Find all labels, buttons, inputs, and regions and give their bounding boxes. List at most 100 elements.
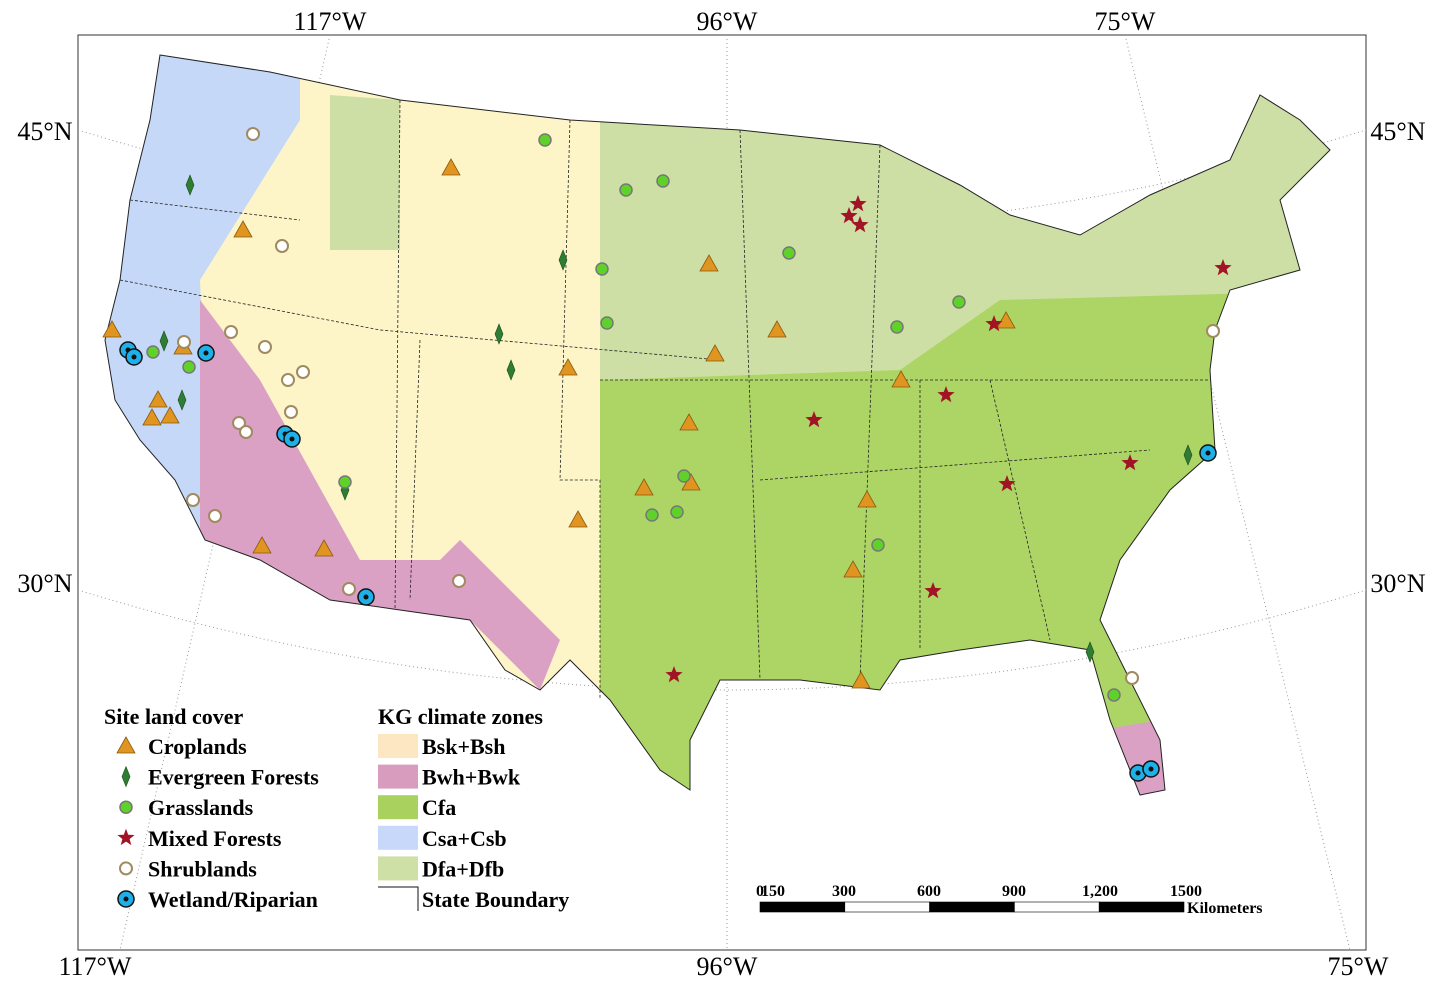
cropland-marker (142, 408, 162, 426)
legend-label: Wetland/Riparian (148, 887, 318, 912)
wetland-marker (125, 348, 143, 366)
wetland-dot (203, 350, 209, 356)
cropland-marker (996, 311, 1016, 329)
grassland-marker (600, 316, 614, 330)
graticule-label: 117°W (59, 952, 132, 981)
wetland-dot (1135, 770, 1141, 776)
legend-label: Evergreen Forests (148, 765, 319, 790)
cropland-marker (558, 358, 578, 376)
cropland-marker (233, 220, 253, 238)
legend-swatch (378, 825, 418, 850)
grassland-marker (677, 469, 691, 483)
grassland-marker (890, 320, 904, 334)
shrubland-marker (296, 365, 310, 379)
mixed-forest-marker (840, 207, 858, 224)
wetland-marker (1142, 760, 1160, 778)
legend-label: Shrublands (148, 856, 257, 881)
mixed-forest-marker (117, 828, 135, 846)
mixed-forest-marker (998, 475, 1016, 492)
legend-swatch (378, 734, 418, 758)
wetland-dot (131, 354, 137, 360)
cropland-marker (314, 539, 334, 557)
cropland-marker (699, 254, 719, 272)
scale-label: 300 (832, 883, 856, 900)
cropland-marker (160, 406, 180, 424)
shrubland-marker (246, 127, 260, 141)
wetland-marker (283, 430, 301, 448)
shrubland-marker (186, 493, 200, 507)
cropland-marker (252, 536, 272, 554)
evergreen-marker (558, 249, 568, 271)
grassland-marker (656, 174, 670, 188)
grassland-marker (782, 246, 796, 260)
cropland-marker (843, 560, 863, 578)
grassland-marker (645, 508, 659, 522)
grassland-marker (338, 475, 352, 489)
graticule-label: 45°N (1370, 117, 1425, 146)
cropland-marker (767, 320, 787, 338)
mixed-forest-marker (849, 195, 867, 212)
grassland-marker (670, 505, 684, 519)
shrubland-marker (284, 405, 298, 419)
grassland-marker (182, 360, 196, 374)
evergreen-marker (177, 389, 187, 411)
evergreen-marker (185, 174, 195, 196)
mixed-forest-marker (937, 386, 955, 403)
cropland-marker (891, 370, 911, 388)
cropland-marker (634, 478, 654, 496)
cropland-marker (568, 510, 588, 528)
wetland-marker (1129, 764, 1147, 782)
grassland-marker (538, 133, 552, 147)
shrubland-marker (224, 325, 238, 339)
graticule-label: 30°N (1370, 569, 1425, 598)
graticule-label: 30°N (17, 569, 72, 598)
cropland-marker (851, 671, 871, 689)
scale-label: 1500 (1170, 883, 1202, 900)
wetland-dot (363, 594, 369, 600)
grassland-marker (619, 183, 633, 197)
evergreen-marker (1183, 444, 1193, 466)
legend-label: Grasslands (148, 795, 254, 820)
legend-label: State Boundary (422, 887, 569, 912)
shrubland-marker (239, 425, 253, 439)
shrubland-marker (1125, 671, 1139, 685)
cropland-marker (116, 736, 136, 754)
scale-segment (759, 901, 846, 913)
grassland-marker (146, 345, 160, 359)
evergreen-marker (494, 323, 504, 345)
legend-swatch (378, 764, 418, 789)
wetland-dot (123, 896, 129, 902)
graticule-label: 75°W (1328, 952, 1389, 981)
wetland-dot (289, 436, 295, 442)
scale-segment (1014, 901, 1100, 913)
legend-label: Csa+Csb (422, 826, 507, 851)
graticule-label: 117°W (294, 7, 367, 36)
mixed-forest-marker (805, 411, 823, 428)
legend-label: Mixed Forests (148, 826, 282, 851)
legend-swatch (378, 795, 418, 820)
scale-label: 600 (917, 883, 941, 900)
mixed-forest-marker (851, 216, 869, 233)
shrubland-marker (119, 861, 133, 876)
mixed-forest-marker (1214, 259, 1232, 276)
legend-swatch (378, 886, 419, 911)
mixed-forest-marker (924, 582, 942, 599)
cropland-marker (102, 320, 122, 338)
shrubland-marker (177, 335, 191, 349)
cropland-marker (857, 490, 877, 508)
shrubland-marker (281, 373, 295, 387)
evergreen-marker (1085, 641, 1095, 663)
legend-label: Croplands (148, 734, 247, 759)
legend-title: KG climate zones (378, 704, 543, 729)
country-outline (104, 54, 1331, 796)
legend-title: Site land cover (104, 704, 244, 729)
wetland-marker (357, 588, 375, 606)
mixed-forest-marker (665, 666, 683, 683)
grassland-marker (952, 295, 966, 309)
scale-label: 900 (1002, 883, 1026, 900)
legend: Site land cover KG climate zones Croplan… (104, 704, 569, 912)
scale-segment (929, 901, 1015, 913)
shrubland-marker (208, 509, 222, 523)
